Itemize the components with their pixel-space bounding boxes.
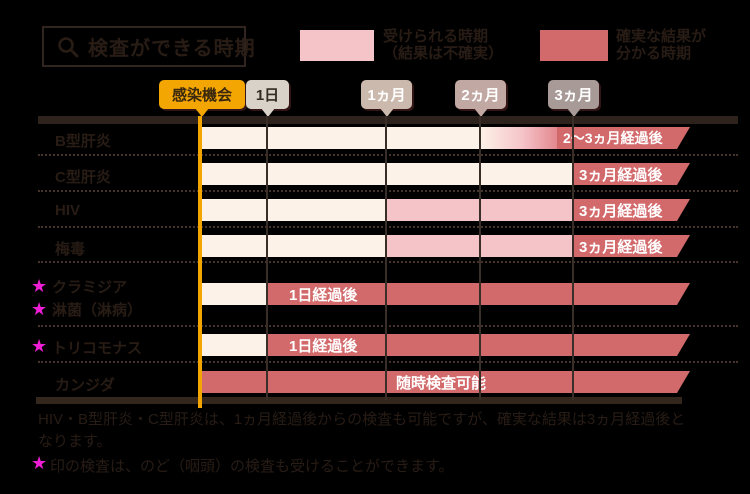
magnifier-icon [58,36,79,57]
bar-segment-cream [202,199,386,221]
bar-segment-certain: 3ヵ月経過後 [573,163,690,185]
row-separator [38,190,738,192]
marker-label: 3ヵ月 [554,87,593,104]
infection-origin-line [198,116,202,408]
marker-pointer [566,108,581,117]
page-title: 検査ができる時期 [88,38,256,60]
bar-label: 2〜3ヵ月経過後 [563,130,663,146]
legend-uncertain-line1: 受けられる時期 [383,28,489,45]
footnote-star-icon: ★ [31,453,48,473]
row-separator [38,261,738,263]
bar-label: 1日経過後 [289,337,358,355]
gridline-3month [572,116,574,400]
gridline-1month [385,116,387,400]
bar-segment-cream [202,283,267,305]
marker-infection-opportunity: 感染機会 [159,80,245,117]
bar-segment-certain: 随時検査可能 [202,371,690,393]
legend-swatch-uncertain [300,30,374,61]
row-separator [38,325,738,327]
marker-1day: 1日 [246,80,289,117]
throat-test-star-icon: ★ [31,336,48,356]
footnote-line1: HIV・B型肝炎・C型肝炎は、1ヵ月経過後からの検査も可能ですが、確実な結果は3… [38,411,686,428]
bar-label: 3ヵ月経過後 [579,166,663,184]
bar-label: 随時検査可能 [395,374,486,392]
row-label-hiv: HIV [55,202,81,219]
bar-segment-cream [202,127,480,149]
row-separator [38,154,738,156]
legend-swatch-certain [540,30,608,61]
bar-segment-gradient [480,127,557,149]
row-label-candida: カンジダ [55,377,115,394]
row-label-hepatitis-c: C型肝炎 [55,169,111,186]
throat-test-star-icon: ★ [31,276,48,296]
row-label-trichomonas: トリコモナス [52,340,143,357]
bar-segment-certain: 3ヵ月経過後 [573,235,690,257]
bar-segment-certain: 1日経過後 [267,334,690,356]
marker-1month: 1ヵ月 [361,80,412,117]
row-label-hepatitis-b: B型肝炎 [55,133,111,150]
legend-uncertain-line2: （結果は不確実） [383,45,504,62]
marker-2month: 2ヵ月 [455,80,506,117]
chart-bottom-axis [36,397,682,404]
row-separator [38,226,738,228]
marker-pointer [473,108,488,117]
marker-label: 1ヵ月 [367,87,406,104]
row-label-syphilis: 梅毒 [55,241,86,258]
bar-segment-certain: 1日経過後 [267,283,690,305]
bar-segment-certain: 2〜3ヵ月経過後 [557,127,690,149]
bar-segment-certain: 3ヵ月経過後 [573,199,690,221]
row-separator [38,361,738,363]
legend-label-uncertain: 受けられる時期 （結果は不確実） [383,28,503,62]
marker-label: 2ヵ月 [461,87,500,104]
marker-pointer [195,108,209,117]
footnote-star-text: 印の検査は、のど（咽頭）の検査も受けることができます。 [50,458,454,475]
legend-certain-line2: 分かる時期 [616,45,692,62]
legend-label-certain: 確実な結果が 分かる時期 [616,28,706,62]
bar-segment-cream [202,235,386,257]
gridline-2month [479,116,481,400]
bar-segment-cream [202,334,267,356]
bar-label: 1日経過後 [289,286,358,304]
legend-certain-line1: 確実な結果が [616,28,707,45]
footnote-line2: なります。 [38,433,112,450]
bar-label: 3ヵ月経過後 [579,202,663,220]
marker-3month: 3ヵ月 [548,80,599,117]
bar-label: 3ヵ月経過後 [579,238,663,256]
gridline-1day [266,116,268,400]
chart-title-box: 検査ができる時期 [42,26,255,67]
throat-test-star-icon: ★ [31,299,48,319]
marker-pointer [260,108,275,117]
bar-segment-cream [202,163,573,185]
chart-top-rule [38,116,738,124]
marker-label: 1日 [255,87,280,104]
marker-label: 感染機会 [171,87,232,104]
row-label-gonorrhea: 淋菌（淋病） [52,302,143,319]
marker-pointer [379,108,394,117]
row-label-chlamydia: クラミジア [52,279,128,296]
